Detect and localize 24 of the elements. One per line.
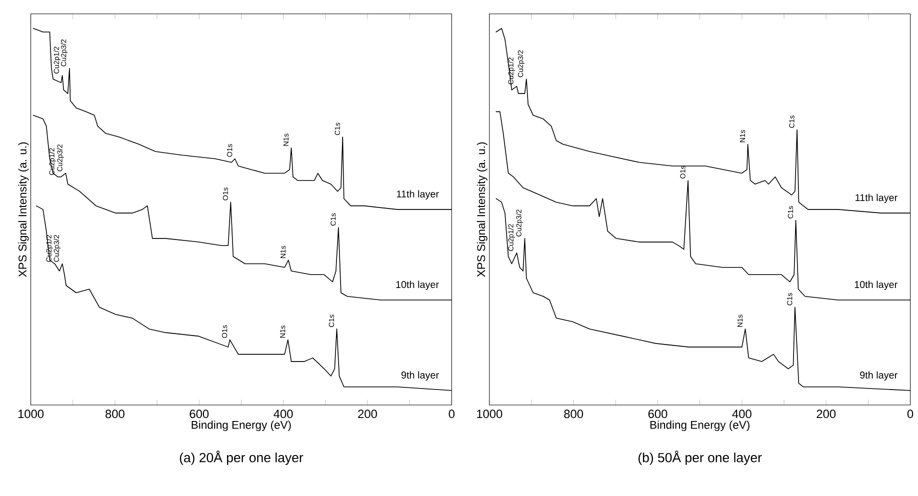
series-label: 10th layer	[396, 280, 439, 290]
x-tick-label: 600	[648, 410, 668, 418]
x-tick-label: 0	[448, 410, 455, 418]
y-axis-title: XPS Signal Intensity (a. u.)	[18, 142, 29, 277]
x-tick-label: 200	[358, 410, 377, 418]
series-label: 11th layer	[856, 194, 898, 203]
text: (b) 50Å per one layer	[638, 450, 762, 465]
series-label: 9th layer	[401, 371, 439, 380]
x-tick-label: 1000	[18, 410, 44, 418]
x-tick-label: 0	[907, 410, 914, 418]
series-label: 9th layer	[860, 371, 898, 380]
x-tick-label: 400	[274, 410, 293, 418]
x-tick-label: 800	[106, 410, 124, 418]
x-tick-label: 200	[816, 410, 836, 418]
y-axis-title: XPS Signal Intensity (a. u.)	[476, 142, 488, 277]
x-axis-title: Binding Energy (eV)	[192, 420, 291, 431]
series-label: 11th layer	[396, 190, 439, 200]
series-label: 10th layer	[854, 280, 898, 290]
text: (a) 20Å per one layer	[180, 450, 304, 465]
x-tick-label: 400	[732, 410, 752, 418]
x-tick-label: 1000	[477, 410, 502, 418]
x-tick-label: 600	[190, 410, 209, 418]
x-axis-title: Binding Energy (eV)	[650, 420, 750, 431]
x-tick-label: 800	[564, 410, 584, 418]
